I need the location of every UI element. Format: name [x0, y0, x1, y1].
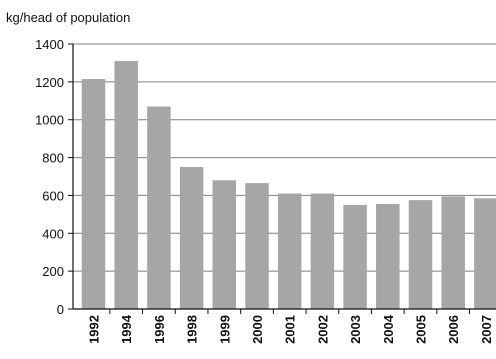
- x-tick-label: 1998: [185, 315, 200, 344]
- x-tick-label: 2004: [381, 314, 396, 344]
- x-tick-label: 1992: [87, 315, 102, 344]
- bar-2002: [310, 193, 335, 309]
- bar-2004: [376, 203, 400, 309]
- bar-1999: [212, 180, 237, 309]
- bar-2003: [343, 204, 367, 309]
- bar-1992: [81, 79, 106, 310]
- x-tick-label: 2001: [283, 315, 298, 344]
- x-tick-label: 2003: [348, 315, 363, 344]
- bars: [81, 61, 496, 310]
- x-tick-label: 1994: [119, 314, 134, 344]
- x-axis-ticks: 1992 1994 1996 1998 1999 2000 2001 2002 2003 2004…: [87, 309, 494, 344]
- y-axis-label: kg/head of population: [6, 10, 130, 25]
- bar-2001: [277, 193, 302, 309]
- x-tick-label: 2007: [479, 315, 494, 344]
- y-tick-label: 200: [42, 264, 64, 279]
- bar-1998: [179, 167, 204, 309]
- y-tick-label: 800: [42, 151, 64, 166]
- y-tick-label: 400: [42, 226, 64, 241]
- x-tick-label: 2006: [446, 315, 461, 344]
- x-tick-label: 1999: [217, 315, 232, 344]
- x-tick-label: 2000: [250, 315, 265, 344]
- x-tick-label: 1996: [152, 315, 167, 344]
- bar-2007: [474, 198, 496, 309]
- x-tick-label: 2005: [414, 315, 429, 344]
- x-tick-label: 2002: [315, 315, 330, 344]
- y-tick-label: 1000: [35, 113, 64, 128]
- y-axis-ticks: 0 200 400 600 800 1000 1200 1400: [35, 37, 73, 317]
- y-tick-label: 600: [42, 188, 64, 203]
- bar-1996: [147, 106, 171, 309]
- bar-2006: [441, 196, 465, 309]
- y-tick-label: 1200: [35, 75, 64, 90]
- y-tick-label: 0: [57, 302, 64, 317]
- bar-1994: [114, 61, 138, 310]
- bar-2005: [408, 200, 433, 309]
- y-tick-label: 1400: [35, 37, 64, 52]
- bar-2000: [245, 183, 269, 309]
